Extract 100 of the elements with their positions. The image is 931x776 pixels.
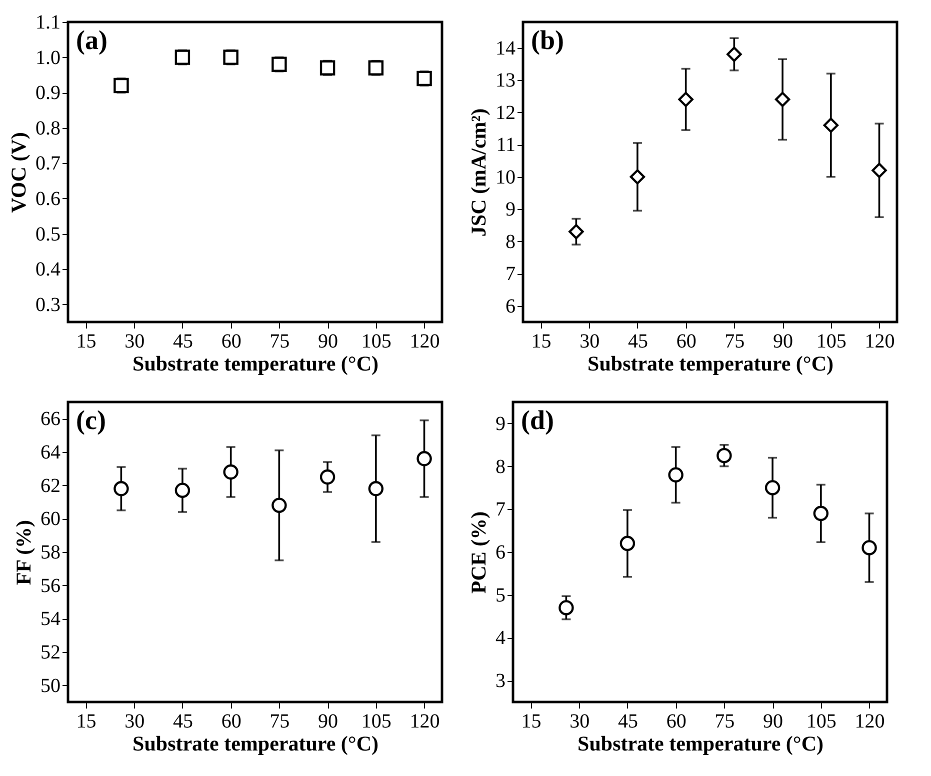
x-tick-label: 90 <box>318 710 338 732</box>
point <box>726 46 742 62</box>
y-tick-label: 52 <box>40 642 60 664</box>
y-tick-label: 0.4 <box>36 258 60 281</box>
x-tick-label: 90 <box>318 330 338 352</box>
point <box>716 448 732 464</box>
x-tick-label: 15 <box>76 710 96 732</box>
y-tick-label: 1.1 <box>36 12 60 34</box>
x-tick-label: 15 <box>521 710 542 732</box>
point <box>223 464 238 480</box>
x-tick-label: 105 <box>816 330 846 352</box>
x-tick-label: 30 <box>570 710 590 732</box>
y-tick-label: 9 <box>496 412 506 435</box>
x-tick-label: 120 <box>410 330 440 352</box>
point <box>872 162 887 178</box>
point <box>823 118 839 133</box>
x-axis-title: Substrate temperature (°C) <box>132 352 378 376</box>
y-tick-label: 64 <box>40 442 60 464</box>
y-tick-label: 8 <box>506 230 516 253</box>
point <box>668 467 684 482</box>
x-tick-label: 30 <box>124 710 145 732</box>
x-tick-label: 30 <box>580 330 600 352</box>
y-tick-label: 12 <box>496 102 516 124</box>
point <box>764 480 780 496</box>
annotation: (b) <box>531 25 564 55</box>
point <box>174 50 190 65</box>
x-tick-label: 60 <box>221 330 242 352</box>
y-tick-label: 5 <box>496 584 506 606</box>
x-tick-label: 105 <box>361 710 392 732</box>
y-tick-label: 0.9 <box>36 82 60 104</box>
x-tick-label: 75 <box>270 330 290 352</box>
x-tick-label: 60 <box>666 710 686 732</box>
point <box>272 498 287 513</box>
x-tick-label: 45 <box>172 710 193 732</box>
y-tick-label: 4 <box>496 627 506 650</box>
annotation: (a) <box>76 25 108 55</box>
y-tick-label: 50 <box>40 674 60 697</box>
y-tick-label: 0.7 <box>36 152 60 175</box>
point <box>630 169 646 184</box>
y-tick-label: 56 <box>40 574 60 597</box>
x-axis-title: Substrate temperature (°C) <box>578 732 824 756</box>
x-tick-label: 45 <box>628 330 648 352</box>
point <box>114 78 129 94</box>
y-tick-label: 60 <box>40 508 60 530</box>
y-tick-label: 1.0 <box>36 46 60 69</box>
y-tick-label: 54 <box>40 608 60 630</box>
x-tick-label: 75 <box>270 710 290 732</box>
y-tick-label: 14 <box>496 37 516 60</box>
y-axis-title: VOC (V) <box>6 132 30 213</box>
point <box>114 481 129 496</box>
x-tick-label: 120 <box>854 710 885 732</box>
point <box>368 60 384 76</box>
point <box>368 481 384 496</box>
y-tick-label: 8 <box>496 456 506 478</box>
point <box>678 92 694 108</box>
point <box>416 70 432 86</box>
x-tick-label: 30 <box>124 330 145 352</box>
x-tick-label: 15 <box>76 330 96 352</box>
y-axis-title: JSC (mA/cm²) <box>466 108 490 237</box>
y-axis-title: PCE (%) <box>466 511 490 594</box>
x-axis-title: Substrate temperature (°C) <box>588 352 834 376</box>
point <box>272 56 287 72</box>
x-tick-label: 120 <box>864 330 895 352</box>
y-tick-label: 11 <box>496 134 516 156</box>
x-tick-label: 90 <box>763 710 784 732</box>
point <box>416 451 432 466</box>
y-tick-label: 6 <box>496 542 506 564</box>
y-tick-label: 62 <box>40 474 60 497</box>
point <box>813 506 829 522</box>
x-tick-label: 90 <box>773 330 794 352</box>
point <box>620 536 636 552</box>
x-tick-label: 45 <box>172 330 193 352</box>
point <box>174 482 190 498</box>
point <box>568 224 584 240</box>
x-tick-label: 60 <box>221 710 242 732</box>
point <box>223 50 238 65</box>
x-tick-label: 105 <box>361 330 392 352</box>
y-tick-label: 58 <box>40 542 60 564</box>
y-tick-label: 6 <box>506 295 516 318</box>
x-tick-label: 120 <box>410 710 440 732</box>
x-tick-label: 15 <box>531 330 552 352</box>
y-tick-label: 7 <box>506 263 516 286</box>
y-tick-label: 0.6 <box>36 188 60 210</box>
x-axis-title: Substrate temperature (°C) <box>132 732 378 756</box>
x-tick-label: 60 <box>676 330 696 352</box>
point <box>558 600 574 616</box>
y-tick-label: 66 <box>40 408 60 430</box>
x-tick-label: 45 <box>618 710 638 732</box>
y-tick-label: 3 <box>496 670 506 692</box>
y-tick-label: 9 <box>506 198 516 221</box>
y-tick-label: 0.5 <box>36 223 60 246</box>
point <box>320 469 336 485</box>
point <box>862 540 877 556</box>
x-tick-label: 75 <box>724 330 745 352</box>
y-tick-label: 10 <box>496 166 516 188</box>
x-tick-label: 105 <box>806 710 836 732</box>
y-axis-title: FF (%) <box>12 520 36 586</box>
y-tick-label: 13 <box>496 70 516 92</box>
annotation: (d) <box>521 405 554 435</box>
point <box>320 60 336 76</box>
